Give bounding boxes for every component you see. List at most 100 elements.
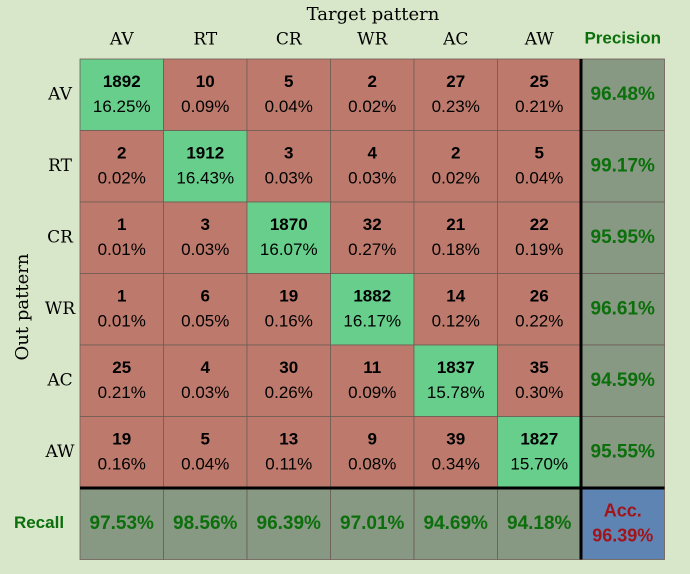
column-label-rt: RT bbox=[193, 30, 218, 50]
cell-percent: 15.70% bbox=[510, 455, 568, 474]
column-label-aw: AW bbox=[524, 30, 555, 50]
matrix-cell bbox=[246, 58, 331, 131]
cell-percent: 0.18% bbox=[432, 240, 480, 259]
precision-value: 99.17% bbox=[591, 155, 656, 176]
row-label-cr: CR bbox=[47, 227, 74, 247]
cell-percent: 0.22% bbox=[515, 312, 563, 331]
matrix-cell bbox=[330, 416, 415, 489]
cell-count: 13 bbox=[279, 430, 298, 449]
cell-percent: 0.01% bbox=[98, 240, 146, 259]
cell-count: 25 bbox=[530, 72, 549, 91]
row-label-aw: AW bbox=[44, 442, 75, 462]
matrix-cell bbox=[163, 201, 248, 274]
matrix-cell bbox=[497, 58, 582, 131]
cell-percent: 0.16% bbox=[98, 455, 146, 474]
matrix-cell bbox=[79, 130, 164, 203]
cell-count: 4 bbox=[201, 358, 211, 377]
matrix-cell bbox=[246, 273, 331, 346]
precision-value: 96.61% bbox=[591, 298, 656, 319]
cell-percent: 0.04% bbox=[265, 97, 313, 116]
cell-count: 11 bbox=[363, 358, 381, 377]
recall-value: 96.39% bbox=[257, 513, 322, 534]
cell-percent: 0.02% bbox=[98, 169, 146, 188]
column-label-cr: CR bbox=[276, 30, 303, 50]
cell-count: 1827 bbox=[520, 430, 558, 449]
precision-cell bbox=[580, 130, 665, 203]
matrix-cell bbox=[246, 344, 331, 417]
cell-count: 2 bbox=[451, 144, 460, 163]
row-label-wr: WR bbox=[45, 299, 76, 319]
matrix-cell bbox=[246, 130, 331, 203]
cell-percent: 0.09% bbox=[348, 383, 396, 402]
matrix-cell bbox=[497, 344, 582, 417]
recall-value: 97.01% bbox=[340, 513, 405, 534]
cell-percent: 0.27% bbox=[348, 240, 396, 259]
matrix-cell bbox=[79, 201, 164, 274]
matrix-cell bbox=[79, 273, 164, 346]
cell-percent: 0.34% bbox=[432, 455, 480, 474]
matrix-cell bbox=[163, 344, 248, 417]
cell-count: 1870 bbox=[270, 215, 308, 234]
precision-cell bbox=[580, 344, 665, 417]
y-axis-label: Out pattern bbox=[12, 253, 33, 360]
recall-cell bbox=[163, 487, 248, 560]
matrix-cell bbox=[79, 344, 164, 417]
cell-percent: 0.01% bbox=[98, 312, 146, 331]
cell-count: 25 bbox=[112, 358, 131, 377]
cell-count: 39 bbox=[446, 430, 465, 449]
recall-cell bbox=[246, 487, 331, 560]
precision-cell bbox=[580, 201, 665, 274]
cell-count: 10 bbox=[196, 72, 215, 91]
row-label-ac: AC bbox=[46, 370, 72, 390]
recall-value: 94.18% bbox=[507, 513, 572, 534]
matrix-cell bbox=[413, 344, 498, 417]
cell-percent: 0.03% bbox=[348, 169, 396, 188]
cell-percent: 0.26% bbox=[265, 383, 313, 402]
precision-cell bbox=[580, 273, 665, 346]
precision-value: 96.48% bbox=[591, 84, 656, 105]
cell-percent: 0.21% bbox=[98, 383, 146, 402]
matrix-cell bbox=[79, 416, 164, 489]
x-axis-label: Target pattern bbox=[307, 4, 440, 25]
cell-percent: 15.78% bbox=[427, 383, 485, 402]
cell-percent: 0.04% bbox=[515, 169, 563, 188]
precision-cell bbox=[580, 58, 665, 131]
cell-count: 9 bbox=[368, 430, 377, 449]
cell-count: 6 bbox=[201, 287, 210, 306]
matrix-cell bbox=[330, 58, 415, 131]
cell-count: 21 bbox=[446, 215, 465, 234]
cell-count: 1912 bbox=[186, 144, 224, 163]
matrix-cell bbox=[413, 130, 498, 203]
matrix-cell bbox=[79, 58, 164, 131]
cell-percent: 16.25% bbox=[93, 97, 151, 116]
cell-percent: 16.17% bbox=[343, 312, 401, 331]
matrix-cell bbox=[163, 130, 248, 203]
recall-header: Recall bbox=[14, 513, 64, 532]
cell-percent: 0.11% bbox=[265, 455, 312, 474]
cell-percent: 0.23% bbox=[432, 97, 480, 116]
cell-percent: 0.03% bbox=[181, 240, 229, 259]
recall-cell bbox=[79, 487, 164, 560]
cell-count: 1 bbox=[117, 215, 126, 234]
accuracy-value: 96.39% bbox=[592, 526, 653, 546]
cell-count: 2 bbox=[117, 144, 126, 163]
matrix-cell bbox=[413, 58, 498, 131]
cell-percent: 0.02% bbox=[432, 169, 480, 188]
cell-count: 14 bbox=[446, 287, 465, 306]
cell-count: 2 bbox=[368, 72, 377, 91]
matrix-cell bbox=[330, 273, 415, 346]
cell-count: 3 bbox=[284, 144, 293, 163]
cell-count: 5 bbox=[535, 144, 544, 163]
matrix-labels: AV RT CR WR AC AW Precision AV RT CR WR AC AW Recall bbox=[14, 28, 661, 532]
cell-percent: 0.03% bbox=[265, 169, 313, 188]
cell-percent: 0.19% bbox=[515, 240, 563, 259]
matrix-cell bbox=[163, 416, 248, 489]
cell-count: 27 bbox=[446, 72, 465, 91]
cell-percent: 0.16% bbox=[265, 312, 313, 331]
recall-cell bbox=[330, 487, 415, 560]
recall-value: 97.53% bbox=[90, 513, 155, 534]
matrix-cell bbox=[246, 416, 331, 489]
cell-count: 30 bbox=[279, 358, 298, 377]
cell-percent: 0.21% bbox=[515, 97, 563, 116]
